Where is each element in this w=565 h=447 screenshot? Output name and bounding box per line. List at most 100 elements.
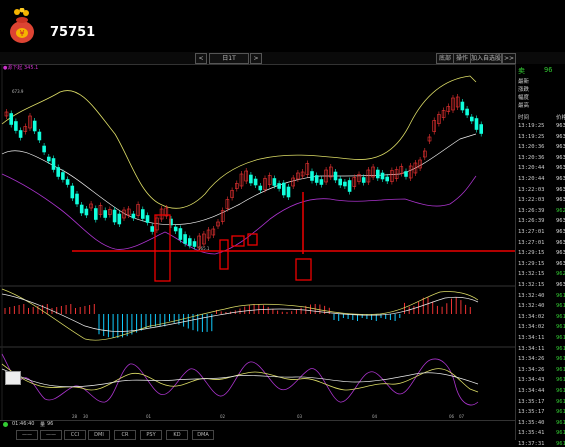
money-bag-icon: ¥ (10, 8, 34, 43)
candle-body (263, 178, 267, 190)
candle-body (267, 175, 272, 185)
tick-price: 961 (556, 292, 565, 299)
kline-chart[interactable]: ●源下起 345.1 673.9 565.1 28 30 01 02 03 04… (0, 64, 515, 420)
volume-value: 96 (47, 421, 54, 427)
indicator-tab-kd[interactable]: KD (166, 430, 188, 440)
period-selector[interactable]: 日1T (209, 53, 249, 64)
indicator-tab[interactable]: —— (16, 430, 38, 440)
candle-body (145, 215, 150, 223)
tick-time: 13:20:44 (518, 176, 545, 182)
tick-time: 13:35:17 (518, 398, 545, 405)
tick-time: 13:34:11 (518, 345, 545, 352)
field-amplitude: 幅度 (518, 95, 530, 101)
tick-row: 13:22:03 963 (518, 187, 565, 193)
candle-body (112, 209, 117, 223)
candle-body (42, 145, 46, 153)
add-watchlist-button[interactable]: 加入自选股 (470, 53, 502, 64)
status-dot-icon (3, 422, 8, 427)
candlestick-group (4, 94, 484, 251)
candle-body (244, 170, 248, 182)
next-button[interactable]: > (250, 53, 262, 64)
candle-body (286, 186, 291, 198)
prev-button[interactable]: < (195, 53, 207, 64)
popup-handle[interactable] (5, 371, 21, 385)
candle-body (441, 110, 446, 118)
indicator-legend: ●源下起 345.1 (3, 64, 38, 71)
candle-body (324, 169, 328, 183)
candle-body (126, 208, 131, 216)
candle-body (418, 159, 422, 169)
candle-body (333, 171, 338, 181)
candle-body (79, 204, 84, 214)
candle-body (446, 106, 451, 112)
candle-body (465, 108, 469, 116)
candle-body (427, 136, 432, 142)
tick-time: 13:20:36 (518, 144, 545, 151)
tick-row: 13:32:15 962 (518, 271, 565, 277)
tick-time: 13:34:26 (518, 366, 545, 373)
indicator-tab[interactable]: —— (40, 430, 62, 440)
tick-row: 13:34:26 961 (518, 356, 565, 362)
candle-body (197, 235, 201, 249)
x-tick-label: 03 (297, 414, 303, 419)
candle-body (375, 169, 380, 179)
tick-price: 961 (556, 303, 565, 310)
boll-lower-line (1, 173, 477, 255)
candle-body (300, 171, 305, 177)
x-tick-label: 01 (146, 414, 152, 419)
tick-price: 961 (556, 430, 565, 437)
candle-body (108, 209, 112, 215)
candle-body (235, 183, 239, 189)
operate-button[interactable]: 操作 (453, 53, 471, 64)
tick-row: 13:34:26 961 (518, 367, 565, 373)
candle-body (206, 229, 211, 239)
tick-price: 961 (556, 388, 565, 394)
candle-body (408, 165, 413, 179)
candle-body (18, 130, 23, 138)
tick-price: 963 (556, 123, 565, 129)
indicator-tab-psy[interactable]: PSY (140, 430, 162, 440)
indicator-tab-cci[interactable]: CCI (64, 430, 86, 440)
candle-body (272, 178, 277, 186)
col-time-header: 时间 (518, 115, 530, 121)
candle-body (310, 171, 314, 181)
indicator-tab-cr[interactable]: CR (114, 430, 136, 440)
candle-body (94, 208, 98, 220)
candle-body (65, 179, 70, 185)
candle-body (296, 172, 300, 180)
tick-price: 963 (556, 144, 565, 151)
tick-price: 961 (556, 345, 565, 352)
tick-time: 13:29:15 (518, 260, 545, 267)
app-header: ¥ 75751 (0, 0, 565, 50)
annotation-box-4 (247, 233, 258, 246)
tick-row: 13:32:40 961 (518, 293, 565, 299)
tick-price: 963 (556, 176, 565, 182)
quote-side-panel: 卖 96 最新 涨跌 幅度 最高 时间 价格 13:19:25 963 13:19:… (515, 64, 565, 447)
tick-row: 13:35:41 961 (518, 430, 565, 436)
tick-time: 13:20:36 (518, 154, 545, 161)
tick-time: 13:22:03 (518, 186, 545, 193)
candle-body (422, 150, 427, 158)
annotation-box-3 (231, 235, 245, 247)
candle-body (413, 162, 418, 174)
tick-price: 963 (556, 154, 565, 161)
candle-body (141, 209, 145, 219)
candle-body (385, 176, 390, 182)
candle-body (469, 116, 474, 122)
tick-price: 963 (556, 250, 565, 257)
indicator-tab-dma[interactable]: DMA (192, 430, 214, 440)
bottom-button[interactable]: 底部 (436, 53, 454, 64)
candle-body (202, 233, 206, 245)
tick-time: 13:27:01 (518, 239, 545, 246)
candle-body (164, 207, 169, 217)
candle-body (159, 208, 164, 220)
tick-row: 13:27:01 963 (518, 229, 565, 235)
more-button[interactable]: >> (502, 53, 516, 64)
tick-time: 13:34:43 (518, 377, 545, 384)
x-tick-label: 28 (72, 414, 78, 419)
candle-body (249, 174, 253, 184)
tick-time: 13:32:15 (518, 271, 545, 278)
candle-body (14, 121, 18, 131)
candle-body (131, 213, 136, 219)
indicator-tab-dmi[interactable]: DMI (88, 430, 110, 440)
